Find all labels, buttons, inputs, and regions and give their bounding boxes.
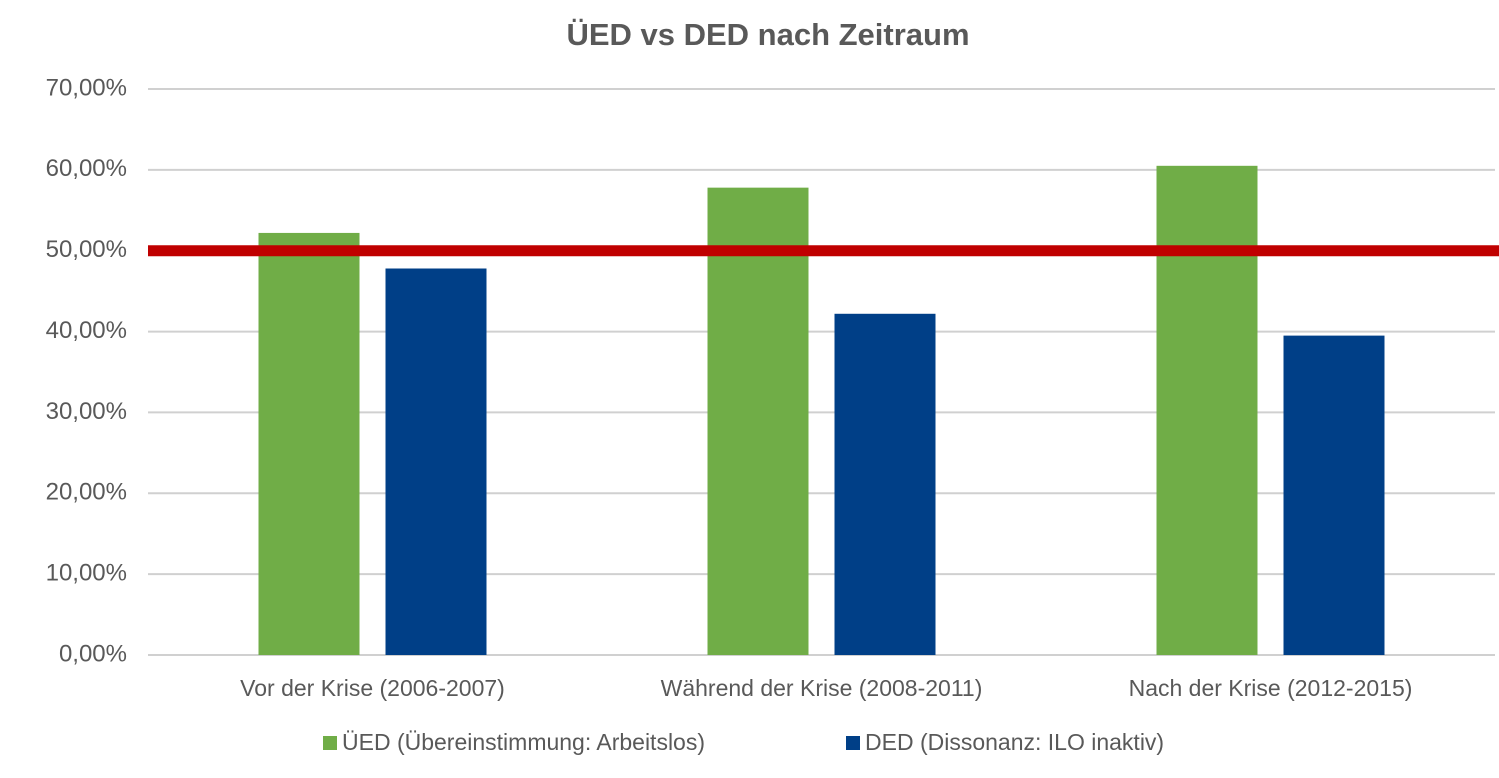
y-tick-label: 40,00% [46, 317, 127, 344]
bar [834, 313, 936, 655]
bar [1156, 165, 1258, 656]
chart-title: ÜED vs DED nach Zeitraum [566, 17, 969, 52]
y-tick-label: 70,00% [46, 74, 127, 101]
y-tick-label: 30,00% [46, 398, 127, 425]
bar [707, 187, 809, 655]
bar [258, 232, 360, 655]
legend-swatch [846, 736, 860, 750]
y-tick-label: 0,00% [59, 640, 127, 667]
y-tick-label: 60,00% [46, 155, 127, 182]
y-tick-label: 20,00% [46, 479, 127, 506]
bar [385, 268, 487, 655]
y-tick-label: 10,00% [46, 559, 127, 586]
bar [1283, 335, 1385, 655]
legend-label: ÜED (Übereinstimmung: Arbeitslos) [342, 729, 705, 755]
x-tick-label: Während der Krise (2008-2011) [661, 675, 983, 701]
legend-label: DED (Dissonanz: ILO inaktiv) [865, 729, 1164, 755]
x-tick-label: Vor der Krise (2006-2007) [240, 675, 505, 701]
legend-swatch [323, 736, 337, 750]
x-tick-label: Nach der Krise (2012-2015) [1129, 675, 1413, 701]
y-tick-label: 50,00% [46, 236, 127, 263]
